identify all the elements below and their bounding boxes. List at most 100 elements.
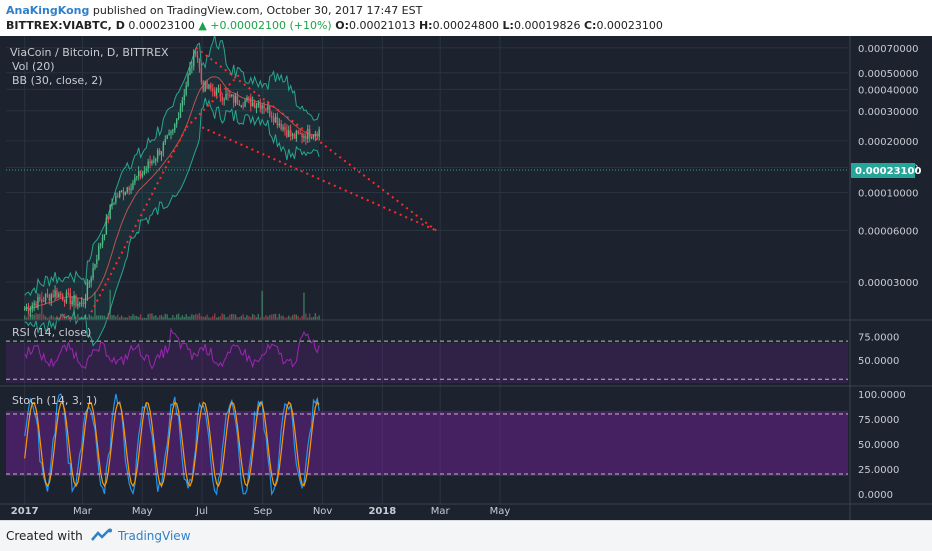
candle-body — [39, 297, 41, 300]
candle-body — [139, 170, 142, 177]
volume-bar — [88, 314, 90, 320]
low-label: L: — [502, 19, 514, 32]
volume-bar — [105, 317, 108, 320]
price-tick-label: 0.00030000 — [858, 107, 918, 118]
candle-body — [31, 305, 33, 309]
volume-bar — [251, 313, 254, 320]
volume-bar — [236, 317, 239, 320]
volume-bar — [31, 314, 33, 320]
candle-body — [236, 95, 239, 104]
volume-bar — [213, 313, 216, 320]
time-tick-label: 2018 — [368, 506, 396, 517]
candle-body — [276, 116, 279, 126]
candle-body — [229, 94, 231, 97]
volume-bar — [48, 316, 51, 320]
candle-body — [206, 81, 208, 89]
volume-bar — [63, 313, 66, 320]
stoch-k-series — [24, 393, 320, 497]
volume-bar — [50, 315, 52, 320]
candle-body — [312, 135, 315, 138]
volume-bar — [153, 316, 155, 320]
candle-body — [305, 136, 307, 139]
candle-body — [231, 94, 233, 97]
trendline — [201, 126, 437, 232]
volume-bar — [208, 317, 210, 320]
candle-body — [261, 105, 263, 109]
candle-body — [86, 282, 89, 299]
volume-bar — [272, 314, 275, 320]
volume-bar — [189, 316, 191, 320]
candle-body — [301, 133, 303, 138]
candle-body — [278, 123, 280, 126]
candle-body — [200, 68, 203, 83]
candle-body — [282, 127, 284, 130]
volume-bar — [194, 313, 197, 320]
volume-bar — [155, 315, 157, 320]
volume-bar — [244, 317, 246, 320]
high-value: 0.00024800 — [432, 19, 500, 32]
candle-body — [48, 294, 51, 301]
volume-bar — [282, 315, 284, 320]
volume-bar — [128, 315, 130, 320]
candle-body — [255, 105, 258, 108]
candle-body — [263, 105, 265, 109]
candle-body — [259, 103, 261, 109]
volume-bar — [318, 315, 320, 320]
volume-bar — [267, 316, 269, 320]
volume-bar — [238, 316, 241, 320]
volume-bar — [286, 317, 288, 320]
tradingview-brand-link[interactable]: TradingView — [118, 529, 191, 543]
candle-body — [120, 190, 123, 192]
candle-body — [297, 131, 299, 134]
ohlc-line: BITTREX:VIABTC, D 0.00023100 ▲ +0.000021… — [6, 19, 663, 32]
volume-bar — [130, 316, 132, 320]
volume-bar — [99, 315, 102, 320]
stoch-tick-label: 50.0000 — [858, 440, 899, 451]
volume-bar — [261, 290, 263, 320]
candle-body — [238, 103, 241, 106]
created-with-label: Created with — [6, 529, 83, 543]
candle-body — [118, 190, 121, 197]
author-link[interactable]: AnaKingKong — [6, 4, 90, 17]
candle-body — [56, 290, 58, 298]
volume-bar — [206, 314, 208, 320]
candle-body — [52, 294, 54, 297]
close-label: C: — [583, 19, 597, 32]
candle-body — [136, 176, 138, 178]
candle-body — [299, 133, 301, 135]
candle-body — [69, 293, 71, 305]
candle-body — [308, 128, 311, 138]
volume-bar — [60, 313, 62, 320]
candle-body — [270, 115, 273, 118]
candle-body — [215, 88, 218, 96]
trendlines — [90, 46, 437, 313]
candle-body — [234, 95, 237, 103]
candle-body — [130, 188, 132, 191]
time-tick-label: 2017 — [11, 506, 39, 517]
volume-bar — [101, 315, 104, 320]
volume-bar — [69, 316, 71, 320]
chart-area[interactable]: 0.00070000 0.00050000 0.00040000 0.00030000… — [0, 34, 932, 520]
candle-body — [41, 299, 43, 301]
chart-svg[interactable]: 0.00070000 0.00050000 0.00040000 0.00030000… — [0, 34, 932, 520]
volume-bar — [263, 317, 265, 320]
close-value: 0.00023100 — [596, 19, 663, 32]
candle-body — [185, 85, 187, 95]
volume-bar — [158, 315, 161, 320]
time-tick-label: May — [490, 506, 511, 517]
volume-bar — [215, 317, 218, 320]
volume-bar — [299, 317, 301, 320]
volume-bar — [23, 315, 26, 320]
candle-body — [177, 117, 180, 119]
volume-bar — [255, 317, 258, 320]
candle-body — [212, 88, 214, 91]
volume-bar — [160, 314, 163, 320]
volume-bar — [284, 317, 286, 320]
volume-bar — [242, 314, 244, 320]
candle-body — [160, 150, 163, 156]
candle-body — [124, 191, 127, 195]
candle-body — [181, 99, 184, 108]
volume-bar — [122, 317, 125, 320]
candle-body — [248, 97, 250, 99]
trendline — [90, 126, 188, 313]
